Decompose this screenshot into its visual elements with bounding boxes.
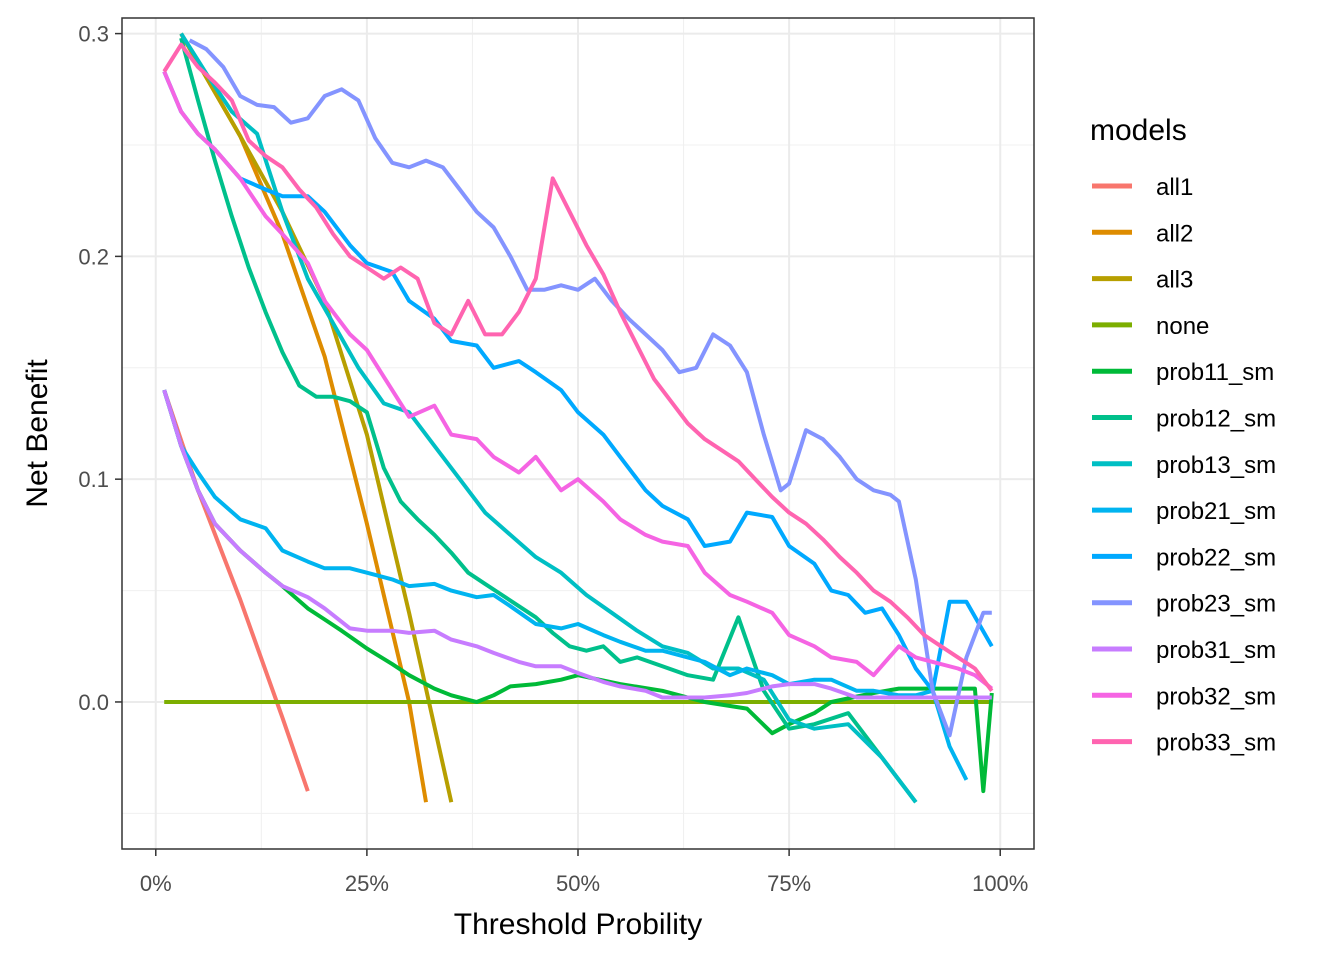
x-tick-label: 25% — [345, 871, 389, 896]
y-tick-label: 0.2 — [78, 244, 109, 269]
series-line-prob33_sm — [162, 42, 994, 693]
legend-label-none: none — [1156, 313, 1209, 340]
y-axis: 0.0 0.1 0.2 0.3 — [78, 22, 122, 715]
series-line-prob32_sm — [162, 70, 994, 691]
legend-label-prob12_sm: prob12_sm — [1156, 406, 1276, 433]
y-tick-label: 0.0 — [78, 690, 109, 715]
legend-label-prob21_sm: prob21_sm — [1156, 498, 1276, 525]
x-tick-label: 100% — [972, 871, 1028, 896]
x-axis: 0% 25% 50% 75% 100% — [140, 849, 1028, 896]
legend-label-prob13_sm: prob13_sm — [1156, 452, 1276, 479]
legend-title: models — [1090, 114, 1187, 147]
legend-label-prob33_sm: prob33_sm — [1156, 730, 1276, 757]
y-tick-label: 0.3 — [78, 22, 109, 47]
x-tick-label: 75% — [767, 871, 811, 896]
series-line-prob12_sm — [179, 37, 918, 804]
legend: models all1 all2 all3 none prob11_sm prob12_s… — [1090, 114, 1276, 757]
legend-label-prob31_sm: prob31_sm — [1156, 637, 1276, 664]
legend-label-all1: all1 — [1156, 174, 1193, 201]
y-tick-label: 0.1 — [78, 467, 109, 492]
legend-label-all2: all2 — [1156, 220, 1193, 247]
y-axis-title: Net Benefit — [21, 359, 54, 508]
legend-label-prob32_sm: prob32_sm — [1156, 683, 1276, 710]
series-layer — [162, 32, 994, 804]
legend-label-prob22_sm: prob22_sm — [1156, 544, 1276, 571]
x-tick-label: 0% — [140, 871, 172, 896]
legend-label-prob23_sm: prob23_sm — [1156, 591, 1276, 618]
series-line-prob21_sm — [162, 389, 969, 781]
legend-items: all1 all2 all3 none prob11_sm prob12_sm prob13… — [1092, 174, 1276, 757]
x-axis-title: Threshold Probility — [454, 908, 702, 941]
series-line-prob23_sm — [188, 38, 992, 738]
series-line-prob31_sm — [162, 389, 992, 700]
legend-label-prob11_sm: prob11_sm — [1156, 359, 1274, 386]
legend-label-all3: all3 — [1156, 267, 1193, 294]
x-tick-label: 50% — [556, 871, 600, 896]
